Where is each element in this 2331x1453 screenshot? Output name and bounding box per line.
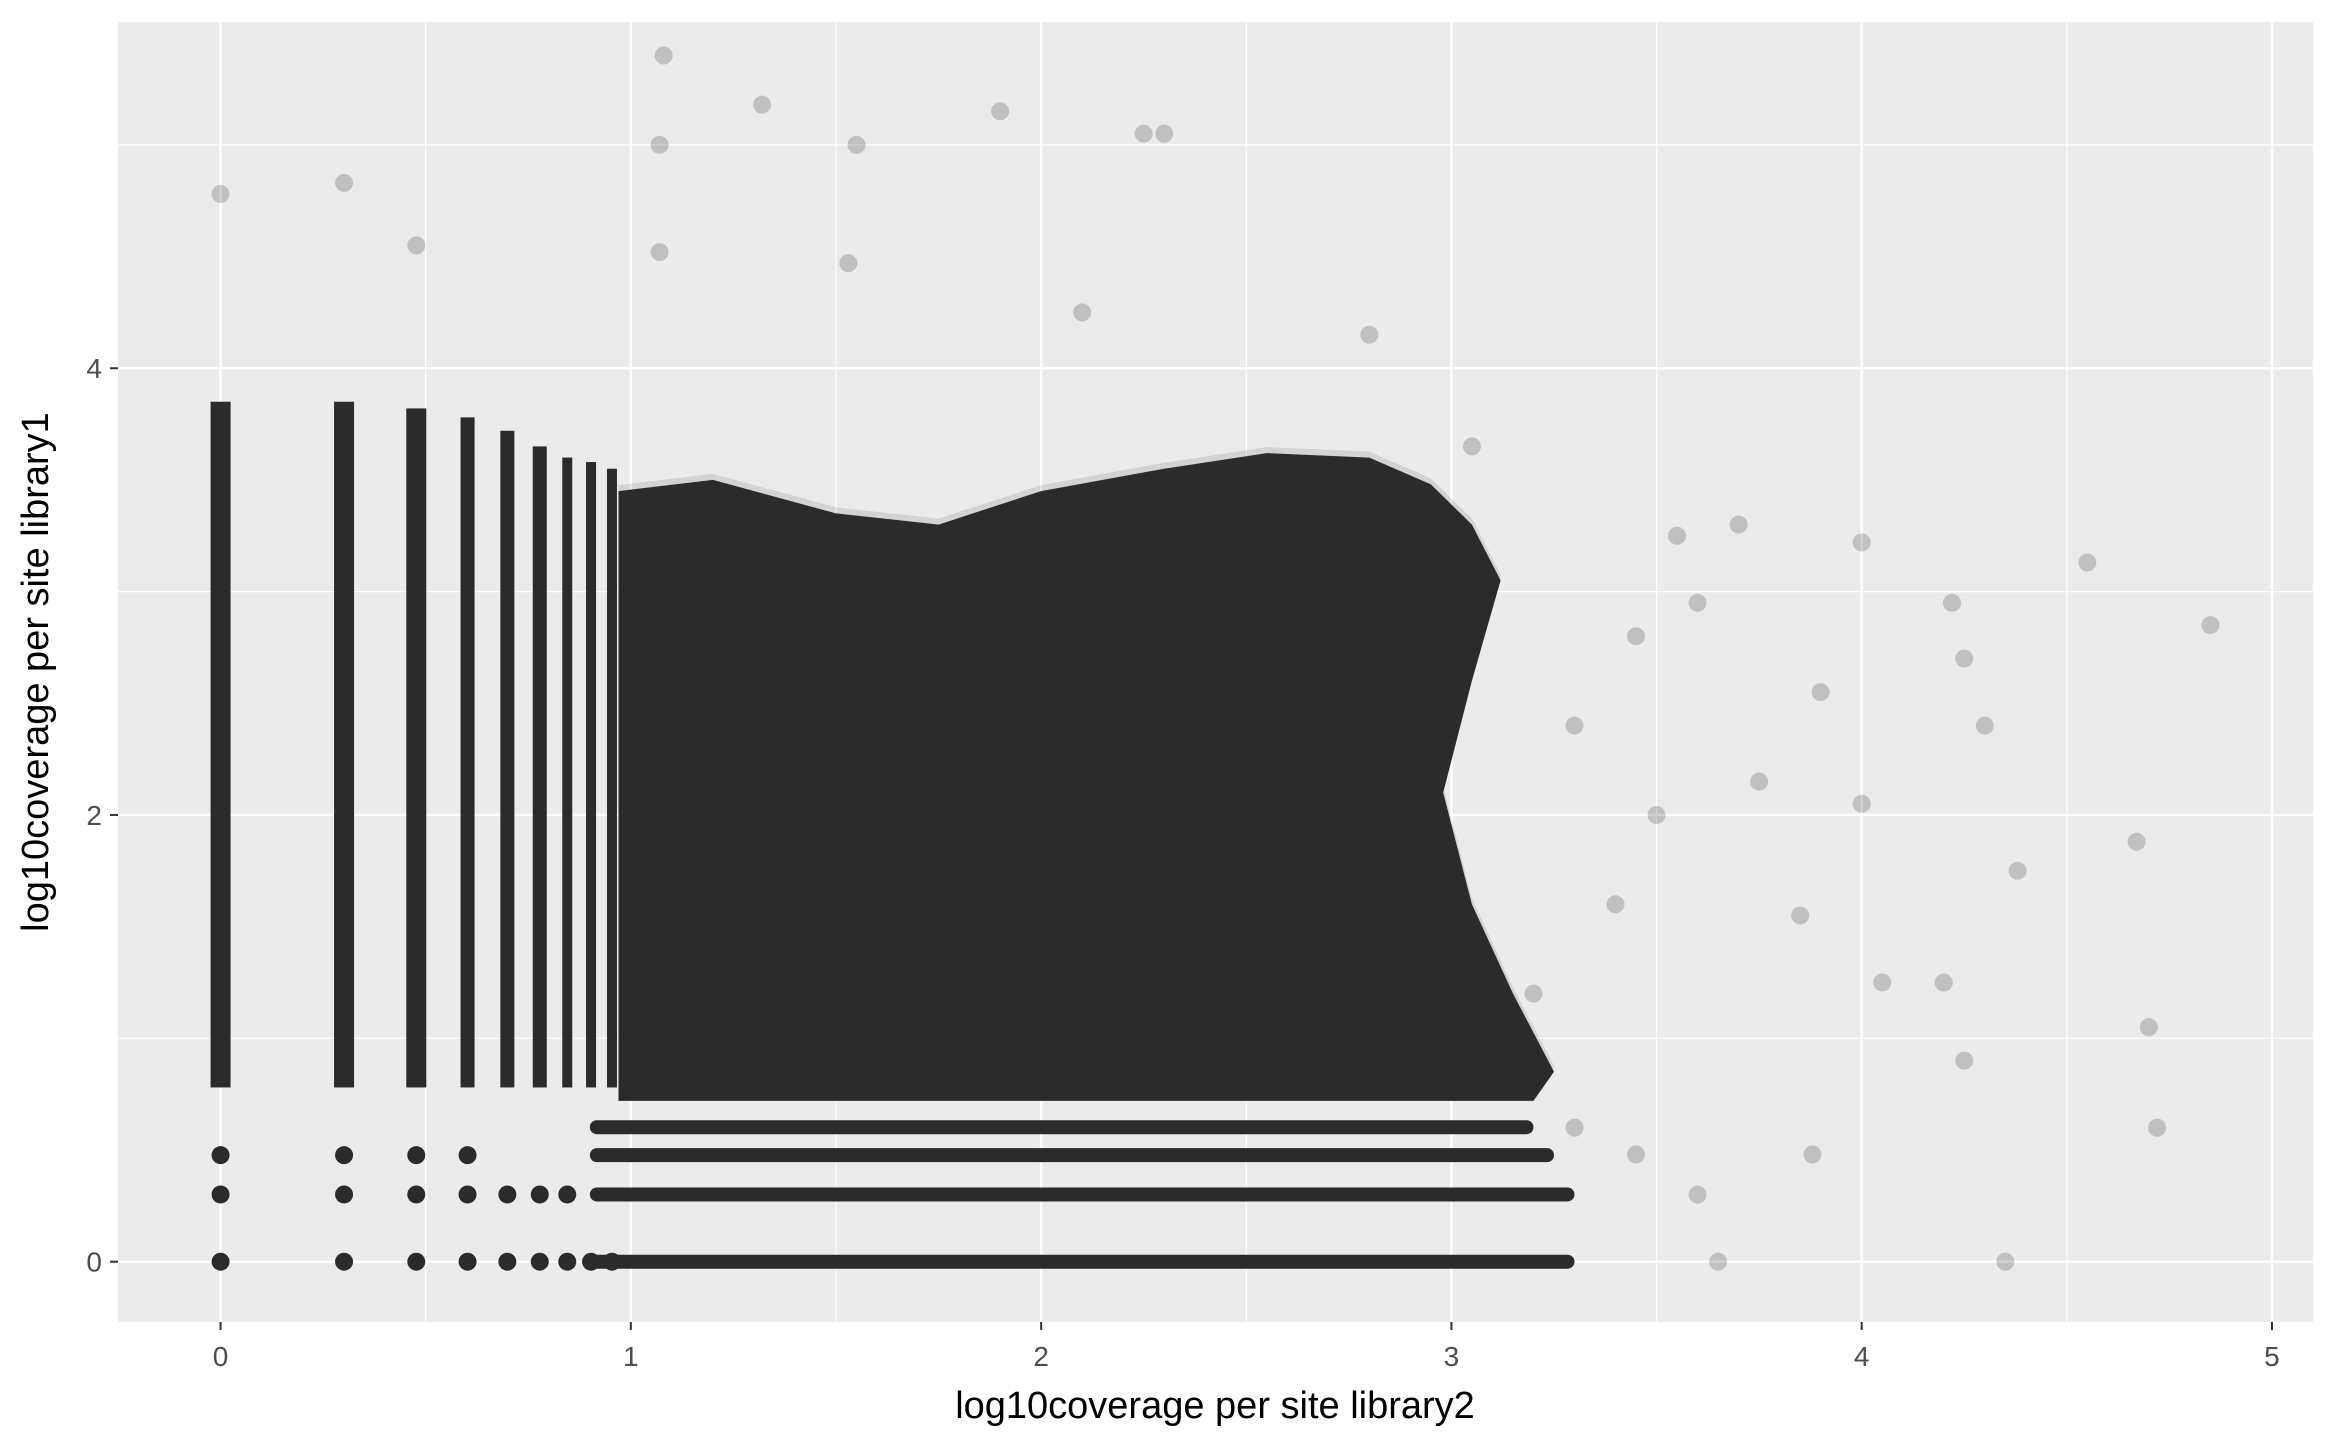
data-point [211,1252,230,1271]
data-point [991,102,1010,121]
data-point [753,95,772,114]
data-point [2148,1118,2167,1137]
x-tick-label: 3 [1444,1341,1460,1372]
data-point [1955,649,1974,668]
x-column [210,401,231,1088]
data-point [650,243,669,262]
x-column [586,462,597,1088]
data-point [1873,973,1892,992]
y-axis-ticks: 0 2 4 [86,353,118,1278]
data-point [2201,616,2220,635]
data-point [1606,895,1625,914]
data-point [2127,832,2146,851]
data-point [582,1252,601,1271]
y-tick-label: 2 [86,800,102,831]
data-point [407,1252,426,1271]
data-point [2008,861,2027,880]
x-axis-title: log10coverage per site library2 [955,1385,1475,1427]
y-row [589,1120,1534,1135]
data-point [1803,1145,1822,1164]
x-column [334,401,355,1088]
data-point [1750,772,1769,791]
data-point [558,1185,577,1204]
data-point [1360,325,1379,344]
data-point [1134,124,1153,143]
x-column [460,417,475,1088]
data-point [458,1252,477,1271]
data-point [1524,984,1543,1003]
data-point [211,184,230,203]
data-point [1709,1252,1728,1271]
y-row [589,1187,1575,1202]
data-point [2139,1018,2158,1037]
cloud-core [618,453,1554,1101]
y-tick-label: 0 [86,1247,102,1278]
data-point [1852,794,1871,813]
data-point [407,236,426,255]
data-point [530,1252,549,1271]
data-point [1942,593,1961,612]
x-tick-label: 4 [1854,1341,1870,1372]
x-column [532,446,547,1088]
data-point [1073,303,1092,322]
data-point [498,1252,517,1271]
dense-point-cloud [210,401,1575,1269]
data-point [558,1252,577,1271]
y-row [589,1254,1575,1269]
data-point [335,1185,354,1204]
data-point [1811,683,1830,702]
data-point [1852,533,1871,552]
data-point [407,1146,426,1165]
data-point [458,1146,477,1165]
data-point [602,1252,621,1271]
data-point [654,46,673,65]
x-tick-label: 1 [623,1341,639,1372]
data-point [1934,973,1953,992]
x-column [606,468,617,1088]
data-point [2078,553,2097,572]
data-point [211,1185,230,1204]
data-point [498,1185,517,1204]
data-point [1647,805,1666,824]
data-point [1955,1051,1974,1070]
x-column [500,430,515,1088]
data-point [839,254,858,273]
y-row [589,1148,1554,1163]
data-point [335,1252,354,1271]
data-point [1791,906,1810,925]
data-point [1565,1118,1584,1137]
data-point [1627,1145,1646,1164]
data-point [1975,716,1994,735]
data-point [847,135,866,154]
data-point [530,1185,549,1204]
y-axis-title: log10coverage per site library1 [15,412,57,932]
x-tick-label: 0 [213,1341,229,1372]
x-tick-label: 2 [1033,1341,1049,1372]
data-point [1729,515,1748,534]
x-axis-ticks: 0 1 2 3 4 5 [213,1322,2280,1372]
data-point [1688,593,1707,612]
data-point [1996,1252,2015,1271]
data-point [407,1185,426,1204]
x-tick-label: 5 [2264,1341,2280,1372]
data-point [1462,437,1481,456]
data-point [650,135,669,154]
data-point [1565,716,1584,735]
x-column [562,457,573,1088]
data-point [335,1146,354,1165]
scatter-points [211,46,2220,1271]
data-point [335,173,354,192]
x-column [406,408,427,1088]
data-point [211,1146,230,1165]
y-tick-label: 4 [86,353,102,384]
data-point [458,1185,477,1204]
data-point [1668,526,1687,545]
data-point [1627,627,1646,646]
data-point [1155,124,1174,143]
data-point [1688,1185,1707,1204]
